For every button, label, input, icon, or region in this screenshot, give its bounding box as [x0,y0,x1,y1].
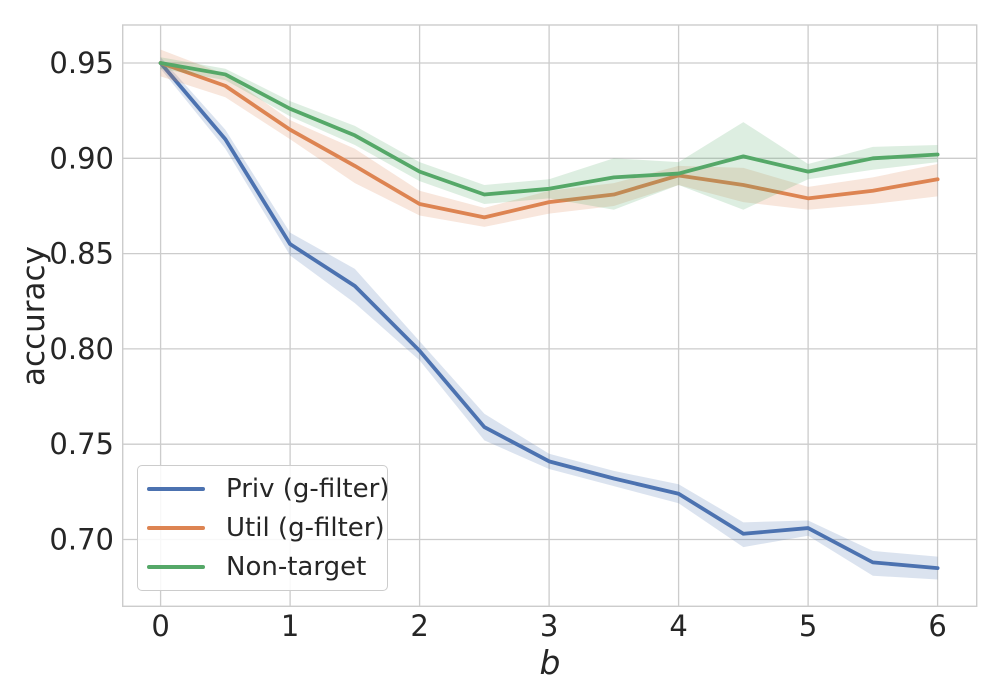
legend-item-util: Util (g-filter) [138,509,387,548]
legend-item-nontarget: Non-target [138,548,387,587]
y-tick-label: 0.90 [49,141,114,175]
legend-item-priv: Priv (g-filter) [138,470,390,509]
series-line-1 [158,61,940,220]
legend-label-nontarget: Non-target [226,552,367,582]
legend-label-priv: Priv (g-filter) [226,474,390,504]
axes-frame [121,24,978,607]
legend-line-sample-util [147,526,205,530]
x-axis-label: b [539,643,561,682]
x-tick-label: 1 [281,609,299,643]
y-tick-label: 0.75 [49,427,114,461]
x-tick-label: 5 [799,609,817,643]
x-tick-label: 4 [669,609,687,643]
series-band-2 [160,57,938,210]
y-axis-label: accuracy [16,246,52,386]
legend-line-sample-nontarget [147,565,205,569]
x-tick-label: 6 [928,609,946,643]
y-tick-label: 0.85 [49,237,114,271]
legend: Priv (g-filter) Util (g-filter) Non-targ… [137,465,390,591]
series-band-1 [160,49,938,227]
legend-line-sample-priv [147,487,205,491]
series-line-0 [158,61,940,570]
y-tick-label: 0.80 [49,332,114,366]
x-tick-label: 0 [151,609,169,643]
legend-label-util: Util (g-filter) [226,513,385,543]
y-tick-label: 0.95 [49,46,114,80]
x-tick-label: 3 [540,609,558,643]
y-tick-label: 0.70 [49,523,114,557]
x-tick-label: 2 [410,609,428,643]
series-line-2 [158,61,940,197]
